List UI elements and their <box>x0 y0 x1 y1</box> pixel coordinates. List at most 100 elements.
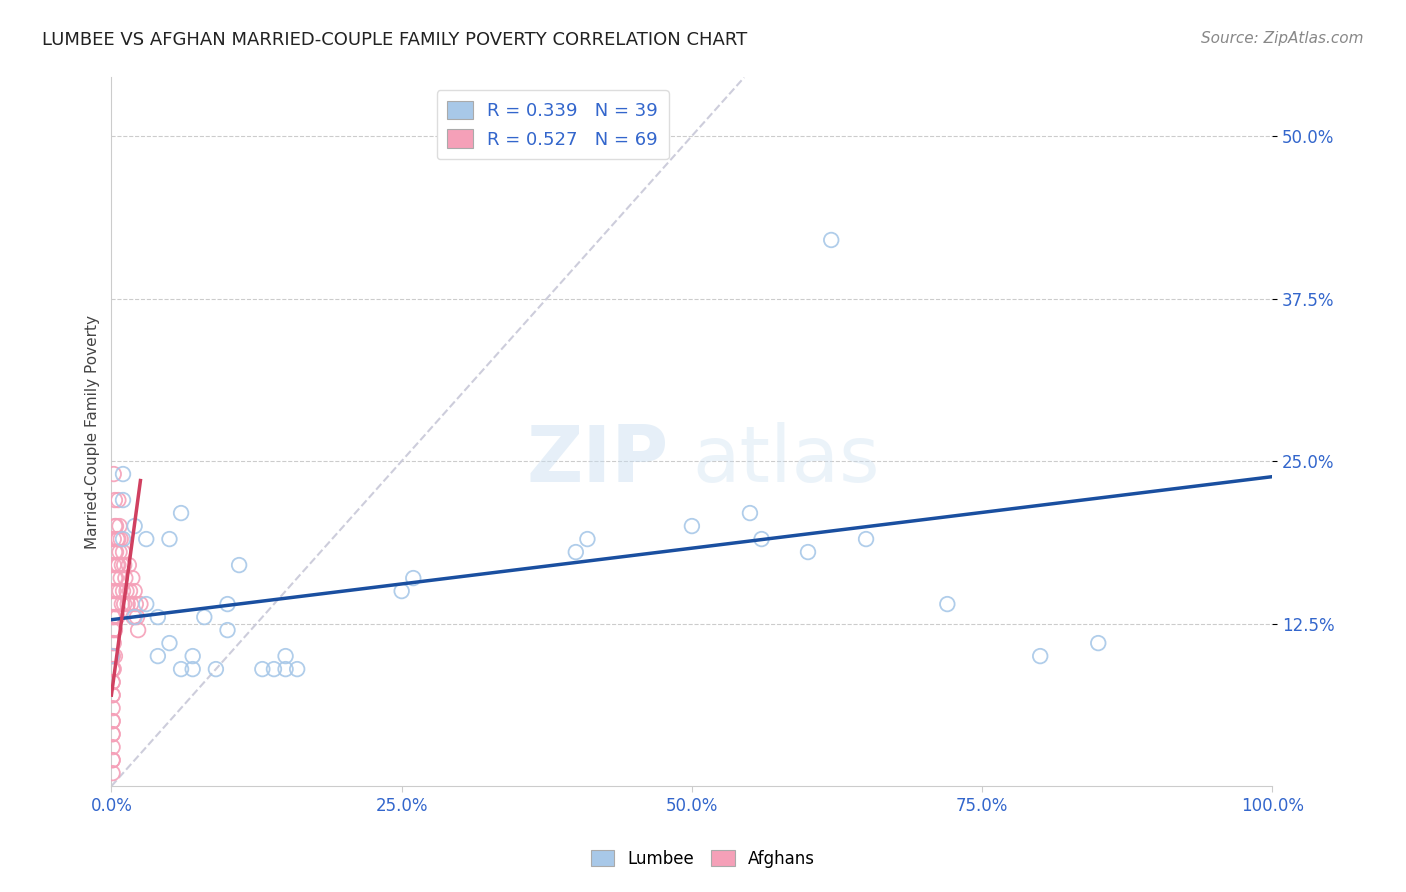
Point <box>146 649 169 664</box>
Point <box>274 649 297 664</box>
Point <box>104 597 127 611</box>
Text: LUMBEE VS AFGHAN MARRIED-COUPLE FAMILY POVERTY CORRELATION CHART: LUMBEE VS AFGHAN MARRIED-COUPLE FAMILY P… <box>42 31 748 49</box>
Point <box>820 233 842 247</box>
Point <box>1087 636 1109 650</box>
Point <box>101 636 124 650</box>
Point <box>101 662 124 676</box>
Point <box>120 597 142 611</box>
Point <box>274 662 297 676</box>
Text: atlas: atlas <box>692 422 879 498</box>
Point <box>738 506 761 520</box>
Point <box>100 649 122 664</box>
Point <box>101 675 124 690</box>
Point <box>170 506 193 520</box>
Point <box>105 584 128 599</box>
Point <box>103 532 125 546</box>
Point <box>101 649 124 664</box>
Point <box>105 597 128 611</box>
Point <box>797 545 820 559</box>
Point <box>111 493 134 508</box>
Point <box>170 662 193 676</box>
Point <box>104 545 127 559</box>
Point <box>104 571 127 585</box>
Point <box>105 519 128 533</box>
Point <box>117 597 139 611</box>
Point <box>111 467 134 481</box>
Point <box>402 571 425 585</box>
Point <box>107 532 129 546</box>
Point <box>108 545 131 559</box>
Point <box>118 558 141 572</box>
Point <box>101 753 124 767</box>
Point <box>391 584 413 599</box>
Point <box>111 545 134 559</box>
Point <box>252 662 274 676</box>
Point <box>124 584 146 599</box>
Point <box>108 519 131 533</box>
Point <box>101 701 124 715</box>
Point <box>105 532 128 546</box>
Point <box>101 753 124 767</box>
Point <box>105 571 128 585</box>
Point <box>193 610 215 624</box>
Point <box>110 532 132 546</box>
Point <box>101 688 124 702</box>
Point <box>111 597 134 611</box>
Point <box>217 623 239 637</box>
Point <box>159 532 181 546</box>
Point <box>104 649 127 664</box>
Point <box>118 584 141 599</box>
Point <box>103 662 125 676</box>
Point <box>103 467 125 481</box>
Point <box>105 545 128 559</box>
Point <box>101 714 124 728</box>
Point <box>129 597 152 611</box>
Point <box>103 610 125 624</box>
Point <box>124 610 146 624</box>
Point <box>124 519 146 533</box>
Point <box>107 493 129 508</box>
Point <box>576 532 599 546</box>
Point <box>105 558 128 572</box>
Point <box>101 766 124 780</box>
Point <box>751 532 773 546</box>
Point <box>205 662 228 676</box>
Point <box>285 662 308 676</box>
Point <box>104 623 127 637</box>
Point <box>103 558 125 572</box>
Point <box>181 649 204 664</box>
Point <box>101 662 124 676</box>
Legend: R = 0.339   N = 39, R = 0.527   N = 69: R = 0.339 N = 39, R = 0.527 N = 69 <box>436 90 669 160</box>
Point <box>101 727 124 741</box>
Point <box>101 688 124 702</box>
Point <box>115 584 138 599</box>
Point <box>114 571 136 585</box>
Point <box>108 584 131 599</box>
Point <box>101 740 124 755</box>
Point <box>565 545 588 559</box>
Point <box>101 727 124 741</box>
Point <box>146 610 169 624</box>
Point <box>111 558 134 572</box>
Point <box>111 584 134 599</box>
Point <box>228 558 250 572</box>
Point <box>101 623 124 637</box>
Point <box>101 675 124 690</box>
Point <box>110 571 132 585</box>
Point <box>936 597 959 611</box>
Legend: Lumbee, Afghans: Lumbee, Afghans <box>585 844 821 875</box>
Point <box>217 597 239 611</box>
Point <box>112 558 135 572</box>
Point <box>103 584 125 599</box>
Point <box>1029 649 1052 664</box>
Point <box>122 610 145 624</box>
Point <box>111 532 134 546</box>
Point <box>135 532 157 546</box>
Y-axis label: Married-Couple Family Poverty: Married-Couple Family Poverty <box>86 315 100 549</box>
Point <box>101 714 124 728</box>
Point <box>125 610 148 624</box>
Point <box>101 610 124 624</box>
Point <box>103 636 125 650</box>
Point <box>181 662 204 676</box>
Point <box>104 493 127 508</box>
